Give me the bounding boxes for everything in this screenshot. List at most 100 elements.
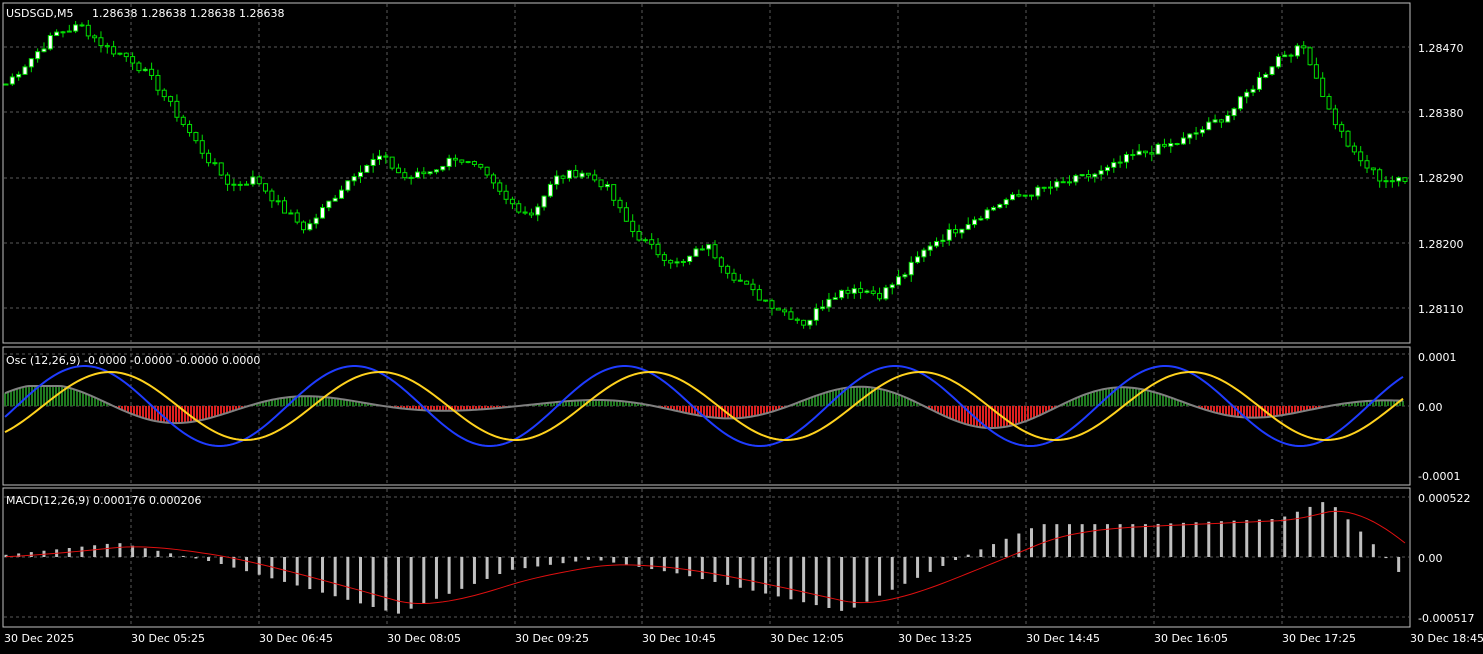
osc-signal-line — [4, 371, 1404, 441]
bear-candle — [630, 220, 636, 232]
bear-candle — [168, 96, 174, 102]
bear-candle — [136, 62, 142, 72]
bear-candle — [522, 211, 528, 214]
bull-candle — [972, 219, 978, 226]
bull-candle — [357, 171, 363, 178]
bear-candle — [1307, 47, 1313, 66]
bull-candle — [73, 24, 79, 32]
bull-candle — [1022, 194, 1028, 197]
bull-candle — [66, 30, 72, 33]
macd-tick: 0.000522 — [1418, 492, 1471, 505]
bull-candle — [1048, 186, 1054, 189]
macd-axis[interactable]: 0.000522 0.00 -0.000517 — [1418, 492, 1474, 625]
osc-axis[interactable]: 0.0001 0.00 -0.0001 — [1418, 351, 1460, 483]
bull-candle — [1256, 76, 1262, 90]
oscillator-pane[interactable] — [4, 365, 1404, 447]
bull-candle — [427, 171, 433, 175]
bull-candle — [554, 175, 560, 185]
bull-candle — [244, 183, 250, 186]
bull-candle — [889, 284, 895, 289]
bear-candle — [459, 159, 465, 163]
grid-lines — [4, 4, 1409, 626]
bull-candle — [1396, 177, 1402, 182]
bull-candle — [541, 195, 547, 208]
bull-candle — [1250, 88, 1256, 93]
bear-candle — [212, 162, 218, 165]
bear-candle — [1389, 180, 1395, 183]
bear-candle — [845, 289, 851, 294]
macd-signal-line — [5, 510, 1406, 604]
bear-candle — [763, 299, 769, 302]
bull-candle — [307, 223, 313, 231]
bull-candle — [547, 183, 553, 197]
price-pane[interactable] — [3, 19, 1408, 330]
price-axis[interactable]: 1.28470 1.28380 1.28290 1.28200 1.28110 — [1418, 42, 1464, 316]
bear-candle — [79, 24, 85, 27]
osc-tick: 0.0001 — [1418, 351, 1457, 364]
bull-candle — [693, 248, 699, 257]
bear-candle — [225, 174, 231, 185]
bull-candle — [364, 165, 370, 173]
bull-candle — [1035, 186, 1041, 197]
bear-candle — [744, 280, 750, 285]
bear-candle — [1364, 160, 1370, 169]
macd-pane[interactable] — [4, 502, 1406, 614]
bear-candle — [301, 221, 307, 231]
bull-candle — [566, 169, 572, 179]
bull-candle — [1155, 143, 1161, 155]
bear-candle — [471, 161, 477, 165]
bear-candle — [1313, 64, 1319, 79]
bull-candle — [1054, 181, 1060, 188]
bear-candle — [516, 203, 522, 213]
bull-candle — [807, 319, 813, 326]
ohlc-label: 1.28638 1.28638 1.28638 1.28638 — [92, 7, 284, 20]
bull-candle — [376, 155, 382, 160]
bear-candle — [1041, 186, 1047, 189]
bear-candle — [1326, 96, 1332, 110]
bear-candle — [592, 174, 598, 181]
bear-candle — [269, 190, 275, 202]
oscillator-pane-frame — [2, 346, 1411, 486]
bear-candle — [130, 56, 136, 64]
bull-candle — [1383, 180, 1389, 183]
time-label: 30 Dec 17:25 — [1282, 632, 1356, 645]
bear-candle — [104, 45, 110, 48]
bull-candle — [1187, 133, 1193, 139]
bull-candle — [927, 245, 933, 251]
bull-candle — [535, 206, 541, 216]
bear-candle — [509, 198, 515, 205]
bull-candle — [1225, 115, 1231, 123]
bull-candle — [978, 218, 984, 221]
macd-tick: -0.000517 — [1418, 612, 1474, 625]
bear-candle — [1377, 169, 1383, 182]
bull-candle — [832, 297, 838, 300]
bear-candle — [490, 174, 496, 184]
bull-candle — [642, 239, 648, 242]
bear-candle — [718, 257, 724, 267]
bull-candle — [706, 244, 712, 250]
bear-candle — [1332, 108, 1338, 126]
bull-candle — [408, 176, 414, 179]
bear-candle — [699, 248, 705, 251]
time-axis[interactable]: 30 Dec 2025 30 Dec 05:25 30 Dec 06:45 30… — [4, 632, 1483, 645]
bull-candle — [1282, 54, 1288, 58]
bear-candle — [174, 100, 180, 118]
bull-candle — [1104, 166, 1110, 172]
bear-candle — [383, 155, 389, 158]
bear-candle — [402, 172, 408, 179]
bear-candle — [1149, 152, 1155, 155]
bull-candle — [275, 200, 281, 203]
bear-candle — [712, 244, 718, 259]
bear-candle — [161, 89, 167, 98]
time-label: 30 Dec 13:25 — [898, 632, 972, 645]
bear-candle — [149, 68, 155, 76]
bull-candle — [326, 200, 332, 209]
bear-candle — [1402, 177, 1408, 182]
macd-header: MACD(12,26,9) 0.000176 0.000206 — [6, 494, 202, 507]
bear-candle — [1358, 151, 1364, 162]
price-pane-frame — [2, 2, 1411, 344]
bear-candle — [788, 311, 794, 320]
bull-candle — [984, 209, 990, 220]
bull-candle — [47, 35, 53, 50]
